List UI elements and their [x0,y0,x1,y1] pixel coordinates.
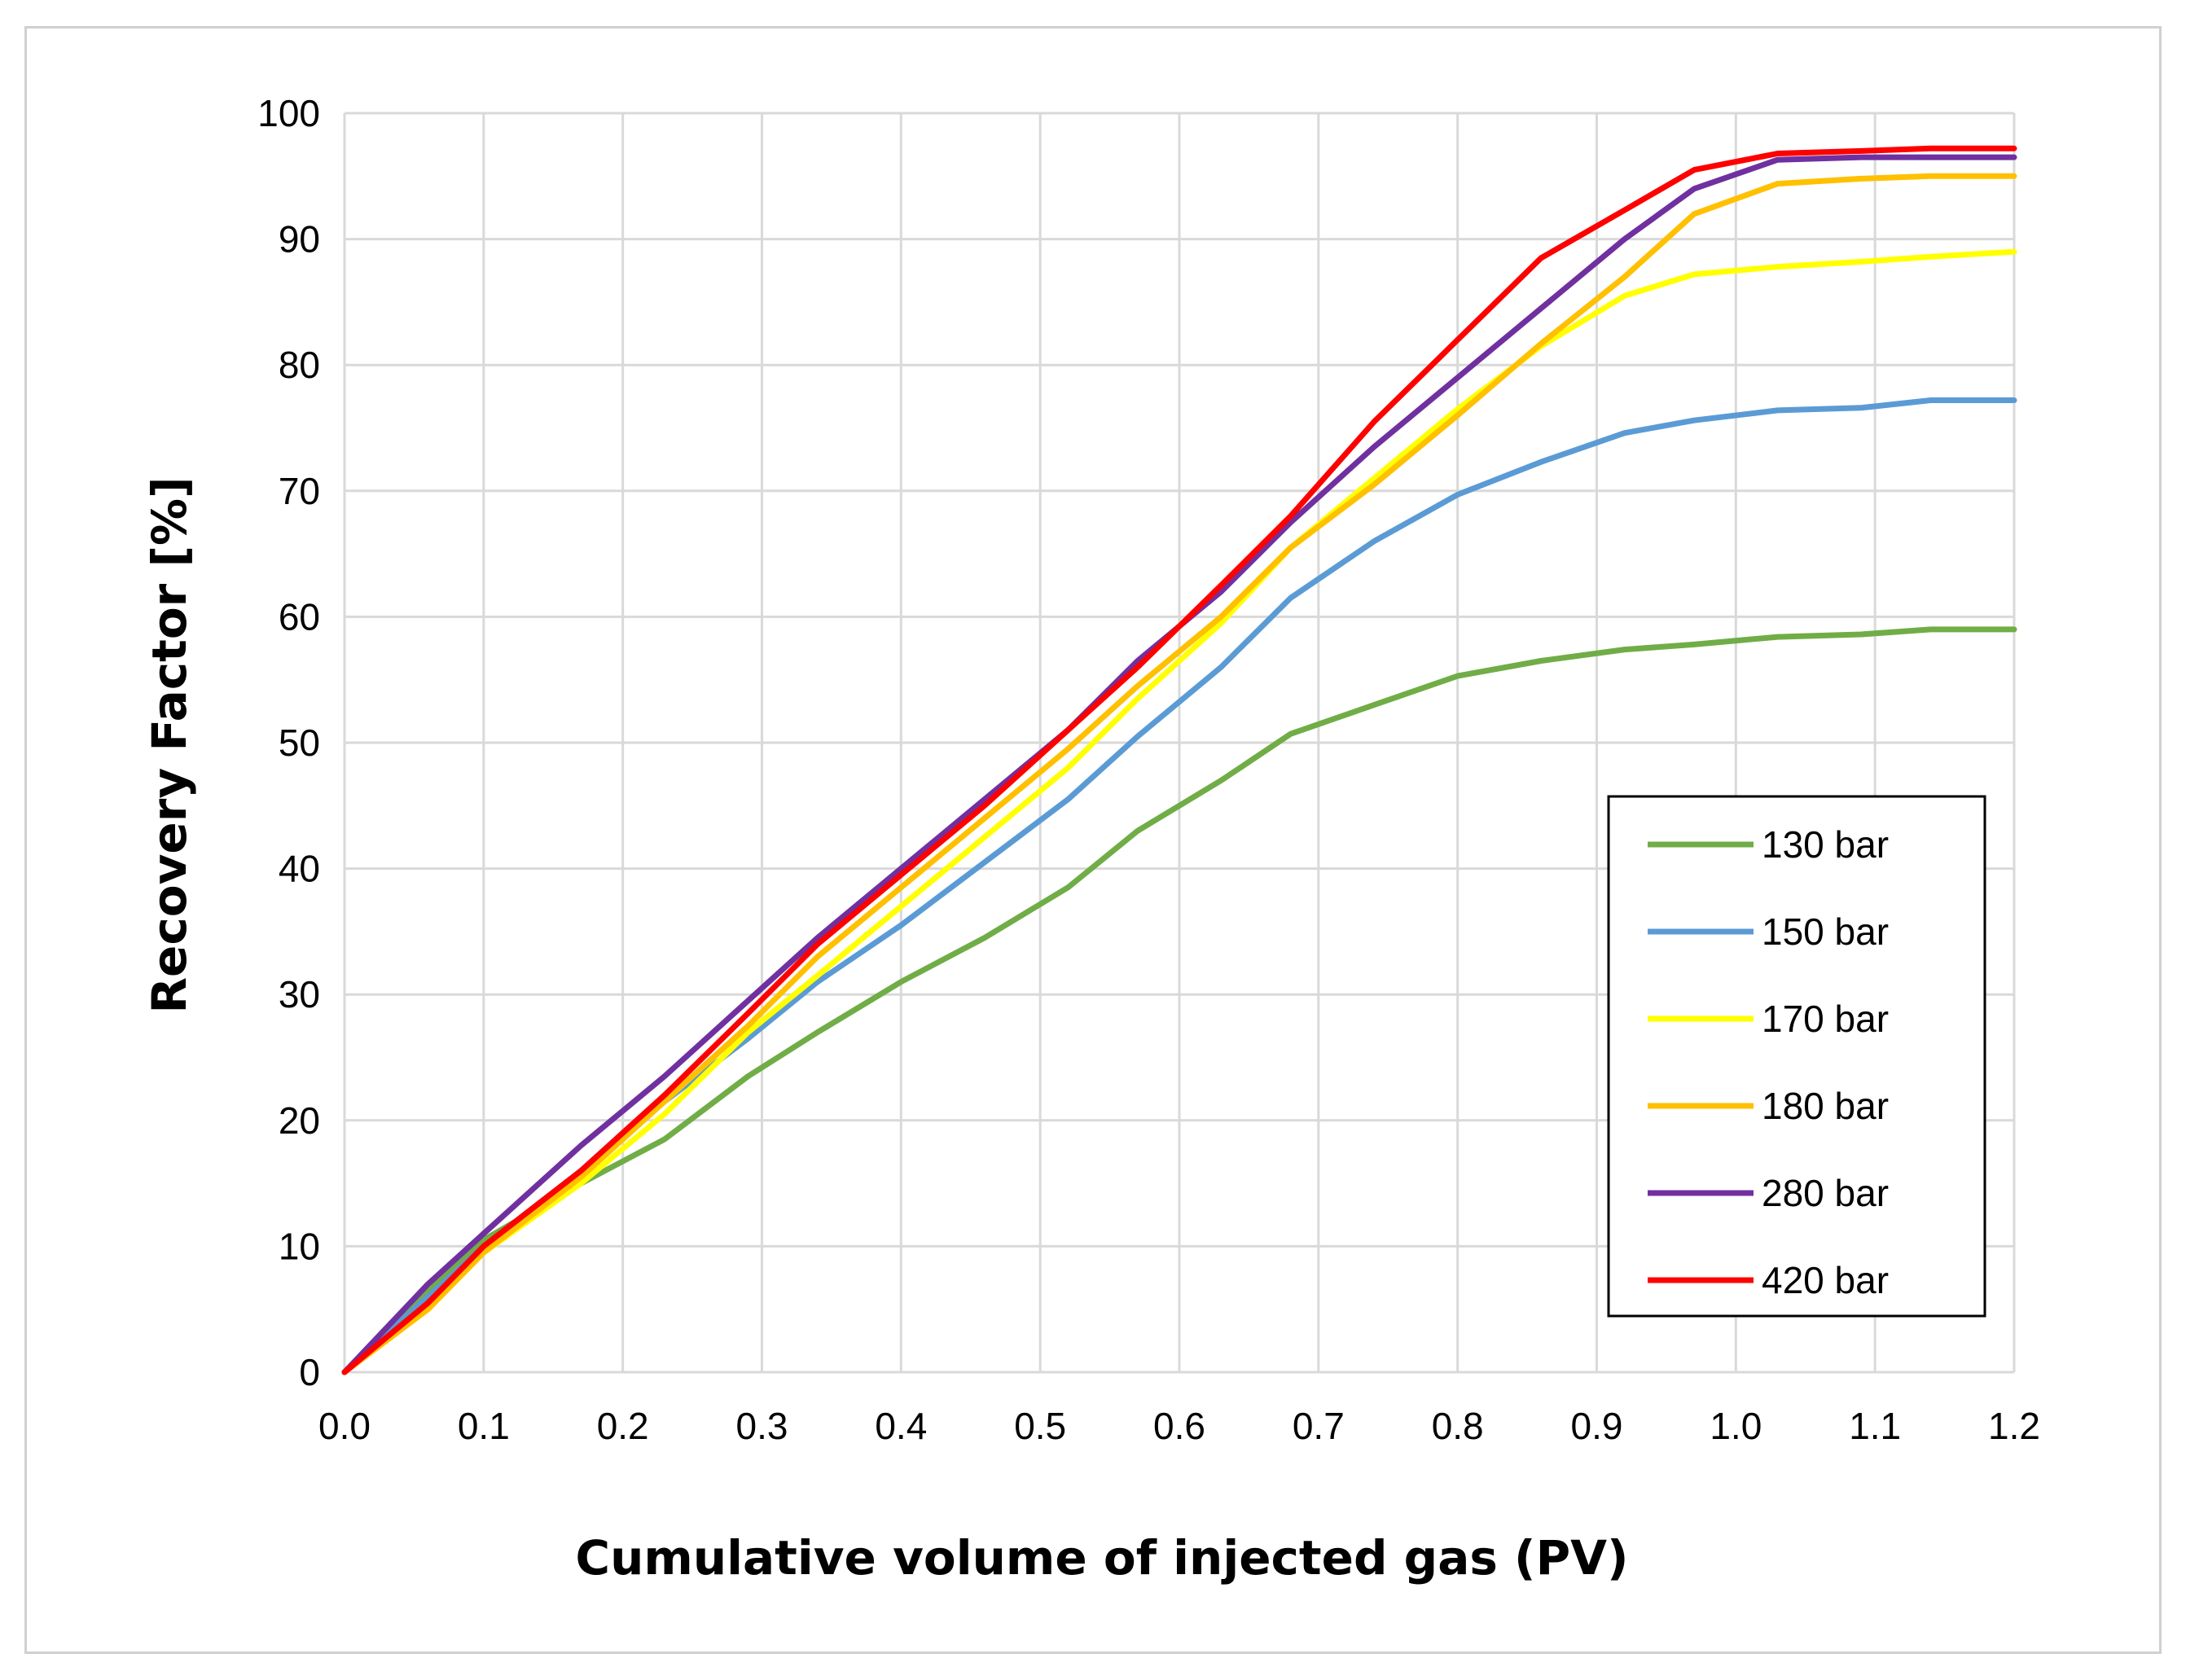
x-tick-label: 0.3 [736,1405,788,1447]
x-tick-label: 1.1 [1849,1405,1901,1447]
x-tick-label: 0.2 [597,1405,649,1447]
legend-label: 170 bar [1762,998,1889,1040]
x-axis-title: Cumulative volume of injected gas (PV) [576,1530,1629,1586]
legend-label: 180 bar [1762,1085,1889,1127]
y-tick-label: 50 [279,722,320,764]
y-tick-label: 0 [299,1351,320,1393]
line-chart: 0 10 20 30 40 50 60 70 80 90 100 0.0 0.1 0.2 0.3 0.4 0.5… [142,92,2040,1586]
y-tick-label: 70 [279,470,320,512]
series-line-180-bar [341,173,2017,1375]
y-tick-label: 20 [279,1099,320,1142]
x-tick-label: 0.0 [318,1405,371,1447]
x-tick-label: 0.8 [1432,1405,1484,1447]
series-line-420-bar [341,145,2017,1375]
y-tick-label: 80 [279,344,320,386]
y-tick-label: 30 [279,973,320,1015]
chart-frame: 0 10 20 30 40 50 60 70 80 90 100 0.0 0.1 0.2 0.3 0.4 0.5… [24,26,2162,1654]
series-line-170-bar [341,248,2017,1375]
legend-label: 150 bar [1762,910,1889,953]
y-tick-label: 10 [279,1225,320,1267]
y-tick-label: 60 [279,595,320,638]
x-tick-label: 1.0 [1710,1405,1762,1447]
legend-box [1607,795,1986,1318]
y-tick-label: 90 [279,218,320,261]
y-tick-label: 40 [279,848,320,890]
x-tick-label: 0.9 [1571,1405,1623,1447]
legend-label: 420 bar [1762,1259,1889,1301]
series-line-130-bar [341,626,2017,1375]
legend: 130 bar 150 bar 170 bar 180 bar 280 bar 420 b… [1607,795,1986,1318]
y-tick-label: 100 [257,92,320,134]
x-tick-label: 0.5 [1014,1405,1066,1447]
ticks-layer: 0 10 20 30 40 50 60 70 80 90 100 0.0 0.1 0.2 0.3 0.4 0.5… [257,92,2040,1447]
y-axis-title: Recovery Factor [%] [142,476,197,1013]
x-tick-label: 0.4 [875,1405,927,1447]
legend-label: 130 bar [1762,823,1889,866]
legend-label: 280 bar [1762,1172,1889,1214]
series-layer [341,145,2017,1375]
x-tick-label: 0.1 [458,1405,510,1447]
x-tick-label: 1.2 [1988,1405,2040,1447]
x-tick-label: 0.6 [1153,1405,1205,1447]
x-tick-label: 0.7 [1293,1405,1345,1447]
